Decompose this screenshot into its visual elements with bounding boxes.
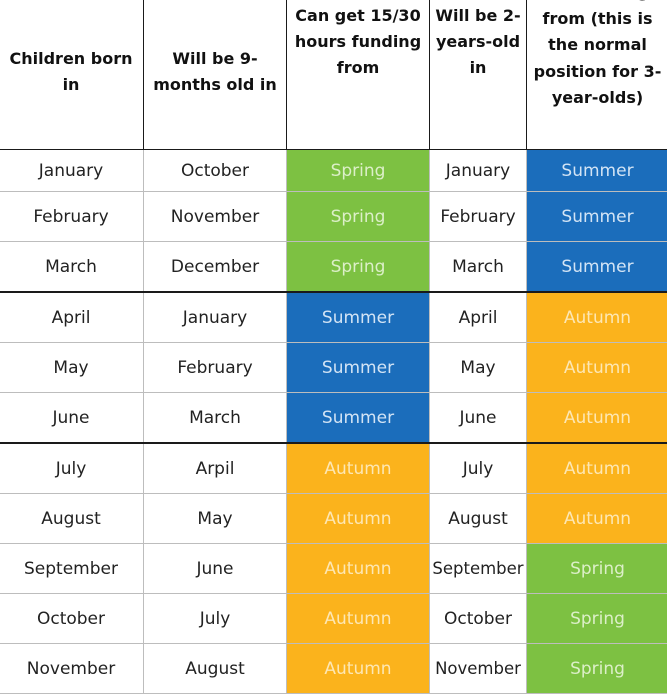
cell-nine-months: Arpil [144, 443, 287, 494]
cell-funding: Spring [287, 192, 430, 242]
header-nine-months: Will be 9-months old in [144, 0, 287, 150]
cell-funding: Summer [287, 292, 430, 343]
cell-three-year: Spring [527, 594, 667, 644]
table-body: January October Spring January Summer Fe… [0, 150, 667, 694]
cell-three-year: Summer [527, 192, 667, 242]
cell-two-years: October [430, 594, 527, 644]
cell-three-year: Autumn [527, 443, 667, 494]
cell-funding: Spring [287, 150, 430, 192]
cell-two-years: November [430, 644, 527, 694]
cell-nine-months: August [144, 644, 287, 694]
cell-two-years: May [430, 343, 527, 393]
cell-born: October [0, 594, 144, 644]
header-two-years: Will be 2-years-old in [430, 0, 527, 150]
table-row: June March Summer June Autumn [0, 393, 667, 444]
cell-two-years: June [430, 393, 527, 444]
cell-two-years: July [430, 443, 527, 494]
cell-born: August [0, 494, 144, 544]
header-funding: Can get 15/30 hours funding from [287, 0, 430, 150]
cell-two-years: February [430, 192, 527, 242]
table-row: July Arpil Autumn July Autumn [0, 443, 667, 494]
table-row: February November Spring February Summer [0, 192, 667, 242]
cell-nine-months: July [144, 594, 287, 644]
cell-born: May [0, 343, 144, 393]
table-row: September June Autumn September Spring [0, 544, 667, 594]
cell-nine-months: May [144, 494, 287, 544]
cell-funding: Autumn [287, 644, 430, 694]
cell-born: July [0, 443, 144, 494]
cell-born: September [0, 544, 144, 594]
header-row: Children born in Will be 9-months old in… [0, 0, 667, 150]
cell-two-years: August [430, 494, 527, 544]
table-row: October July Autumn October Spring [0, 594, 667, 644]
cell-three-year: Summer [527, 242, 667, 293]
cell-born: January [0, 150, 144, 192]
cell-three-year: Autumn [527, 393, 667, 444]
cell-funding: Autumn [287, 494, 430, 544]
cell-three-year: Summer [527, 150, 667, 192]
cell-born: November [0, 644, 144, 694]
table-row: January October Spring January Summer [0, 150, 667, 192]
cell-born: April [0, 292, 144, 343]
header-three-year-funding: old funding from (this is the normal pos… [527, 0, 667, 150]
table-header: Children born in Will be 9-months old in… [0, 0, 667, 150]
cell-born: June [0, 393, 144, 444]
cell-funding: Autumn [287, 443, 430, 494]
table-row: March December Spring March Summer [0, 242, 667, 293]
cell-three-year: Spring [527, 544, 667, 594]
table-row: November August Autumn November Spring [0, 644, 667, 694]
cell-born: March [0, 242, 144, 293]
cell-nine-months: June [144, 544, 287, 594]
cell-two-years: March [430, 242, 527, 293]
cell-funding: Summer [287, 343, 430, 393]
cell-two-years: January [430, 150, 527, 192]
cell-three-year: Autumn [527, 343, 667, 393]
cell-funding: Autumn [287, 544, 430, 594]
cell-nine-months: March [144, 393, 287, 444]
cell-three-year: Spring [527, 644, 667, 694]
cell-nine-months: January [144, 292, 287, 343]
cell-nine-months: October [144, 150, 287, 192]
cell-funding: Summer [287, 393, 430, 444]
cell-three-year: Autumn [527, 494, 667, 544]
cell-two-years: April [430, 292, 527, 343]
table-row: August May Autumn August Autumn [0, 494, 667, 544]
table-row: May February Summer May Autumn [0, 343, 667, 393]
table-row: April January Summer April Autumn [0, 292, 667, 343]
cell-nine-months: December [144, 242, 287, 293]
cell-three-year: Autumn [527, 292, 667, 343]
header-born: Children born in [0, 0, 144, 150]
cell-born: February [0, 192, 144, 242]
cell-funding: Spring [287, 242, 430, 293]
cell-nine-months: February [144, 343, 287, 393]
cell-nine-months: November [144, 192, 287, 242]
cell-funding: Autumn [287, 594, 430, 644]
cell-two-years: September [430, 544, 527, 594]
